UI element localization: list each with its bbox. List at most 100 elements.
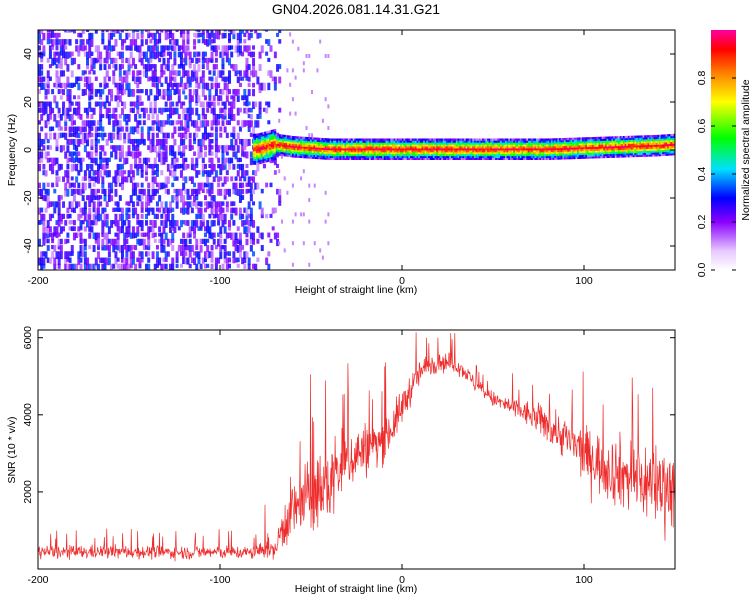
heat-cell xyxy=(341,153,344,157)
heat-cell xyxy=(421,151,424,155)
heat-cell xyxy=(388,157,391,160)
heat-cell xyxy=(545,151,549,155)
heat-cell xyxy=(562,153,565,156)
heat-cell xyxy=(48,45,52,52)
heat-cell xyxy=(365,150,368,153)
heat-cell xyxy=(86,257,90,266)
heat-cell xyxy=(452,151,455,155)
heat-cell xyxy=(236,157,240,163)
heat-cell xyxy=(554,145,557,149)
heat-cell xyxy=(521,138,524,141)
heat-cell xyxy=(188,263,192,269)
heat-cell xyxy=(300,155,303,159)
heat-cell xyxy=(468,140,472,143)
heat-cell xyxy=(622,155,626,158)
heat-cell xyxy=(437,144,441,147)
heat-cell xyxy=(303,155,306,159)
heat-cell xyxy=(354,144,357,147)
heat-cell xyxy=(101,101,105,107)
heat-cell xyxy=(177,126,181,132)
heat-cell xyxy=(290,153,293,156)
heat-cell xyxy=(390,151,393,155)
heat-cell xyxy=(188,107,192,115)
heat-cell xyxy=(288,145,291,148)
heat-cell xyxy=(570,147,573,150)
heat-cell xyxy=(446,150,449,153)
heat-cell xyxy=(125,45,129,51)
heat-cell xyxy=(40,251,44,258)
heat-cell xyxy=(245,95,249,103)
heat-cell xyxy=(288,154,291,158)
heat-cell xyxy=(217,30,221,34)
heat-cell xyxy=(247,107,251,113)
heat-cell xyxy=(88,39,92,46)
heat-cell xyxy=(83,51,87,57)
heat-cell xyxy=(151,126,155,132)
heat-cell xyxy=(219,145,223,150)
heat-cell xyxy=(418,146,421,149)
heat-cell xyxy=(57,245,61,250)
heat-cell xyxy=(465,146,468,149)
heat-cell xyxy=(249,245,253,252)
heat-cell xyxy=(236,188,240,196)
heat-cell xyxy=(110,30,114,33)
heat-cell xyxy=(468,148,472,151)
heat-cell xyxy=(173,226,177,234)
heat-cell xyxy=(260,45,264,54)
heat-cell xyxy=(81,45,85,52)
heat-cell xyxy=(459,140,462,143)
heat-cell xyxy=(532,142,536,145)
heat-cell xyxy=(199,207,203,215)
heat-cell xyxy=(179,220,183,228)
heat-cell xyxy=(256,238,260,244)
heat-cell xyxy=(136,226,140,234)
heat-cell xyxy=(472,144,475,147)
heat-cell xyxy=(346,153,349,157)
heat-cell xyxy=(405,148,408,151)
heat-cell xyxy=(329,144,332,147)
heat-cell xyxy=(629,154,632,158)
heat-cell xyxy=(493,153,496,157)
heat-cell xyxy=(171,64,175,70)
heat-cell xyxy=(477,146,480,149)
heat-cell xyxy=(292,155,295,158)
heat-cell xyxy=(94,220,98,226)
heat-cell xyxy=(214,64,218,70)
heat-cell xyxy=(169,89,173,96)
heat-cell xyxy=(182,245,186,252)
heat-cell xyxy=(331,150,334,153)
heat-cell xyxy=(262,82,266,91)
heat-cell xyxy=(500,157,503,160)
heat-cell xyxy=(77,51,81,57)
heat-cell xyxy=(460,146,463,149)
heat-cell xyxy=(431,157,434,160)
heat-cell xyxy=(303,140,306,143)
heat-cell xyxy=(578,145,581,148)
heat-cell xyxy=(232,126,236,133)
heat-cell xyxy=(575,139,578,142)
heat-cell xyxy=(632,151,635,154)
heat-cell xyxy=(639,137,642,140)
heat-cell xyxy=(367,142,370,145)
heat-cell xyxy=(351,148,354,151)
heat-cell xyxy=(206,176,210,184)
heat-cell xyxy=(136,82,140,89)
heat-cell xyxy=(410,150,413,153)
heat-cell xyxy=(264,158,267,161)
heat-cell xyxy=(206,120,210,127)
heat-cell xyxy=(245,64,249,72)
heat-cell xyxy=(360,153,364,157)
heat-cell xyxy=(505,140,508,143)
heat-cell xyxy=(388,151,391,155)
heat-cell xyxy=(136,120,140,128)
heat-cell xyxy=(252,170,256,176)
heat-cell xyxy=(151,114,155,120)
heat-cell xyxy=(267,142,270,145)
heat-cell xyxy=(179,207,183,214)
heat-cell xyxy=(636,154,639,158)
heat-cell xyxy=(454,140,457,143)
heat-cell xyxy=(140,226,144,232)
heat-cell xyxy=(151,64,155,69)
heat-cell xyxy=(252,238,256,245)
heat-cell xyxy=(560,141,563,145)
